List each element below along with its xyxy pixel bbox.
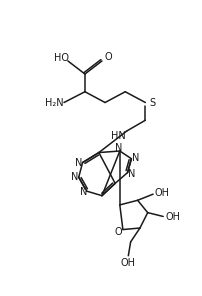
Text: OH: OH — [165, 212, 180, 222]
Bar — [146, 100, 152, 105]
Text: HN: HN — [111, 131, 126, 141]
Text: N: N — [75, 157, 82, 168]
Text: O: O — [115, 227, 122, 237]
Text: N: N — [80, 187, 87, 197]
Text: OH: OH — [155, 188, 170, 198]
Text: HO: HO — [54, 53, 69, 63]
Bar — [113, 133, 124, 138]
Text: N: N — [132, 153, 140, 163]
Bar — [105, 55, 111, 59]
Bar — [81, 189, 86, 194]
Text: OH: OH — [121, 258, 136, 268]
Bar — [76, 160, 81, 165]
Bar — [56, 56, 67, 60]
Bar — [168, 215, 177, 220]
Bar — [129, 172, 134, 176]
Text: S: S — [149, 97, 155, 107]
Bar — [116, 146, 122, 150]
Text: N: N — [128, 169, 135, 179]
Text: O: O — [104, 52, 112, 62]
Text: N: N — [115, 143, 123, 153]
Bar — [72, 175, 78, 179]
Bar — [133, 156, 139, 160]
Bar — [158, 190, 167, 195]
Bar — [124, 261, 133, 266]
Text: N: N — [71, 172, 79, 182]
Text: H₂N: H₂N — [45, 97, 64, 107]
Bar — [48, 100, 61, 105]
Bar — [115, 230, 121, 234]
